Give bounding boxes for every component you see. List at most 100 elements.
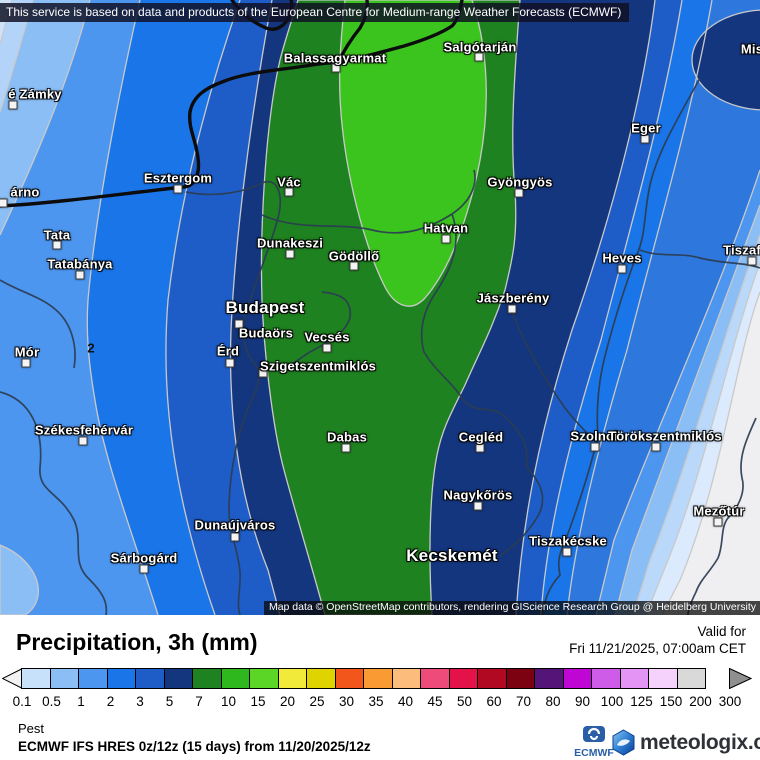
city-marker[interactable] bbox=[341, 443, 351, 453]
scale-tick-label: 90 bbox=[574, 694, 591, 709]
city-label[interactable]: Mis bbox=[740, 41, 760, 57]
map-canvas bbox=[0, 0, 760, 615]
city-label[interactable]: Tatabánya bbox=[47, 256, 113, 272]
city-marker[interactable] bbox=[75, 270, 85, 280]
city-label[interactable]: Vác bbox=[277, 174, 301, 190]
city-label[interactable]: Nagykőrös bbox=[443, 487, 513, 503]
meteologix-logo-text: meteologix.com bbox=[640, 730, 760, 754]
city-label[interactable]: Tiszaf bbox=[723, 242, 760, 258]
city-marker[interactable] bbox=[747, 256, 757, 266]
city-label[interactable]: Törökszentmiklós bbox=[608, 428, 722, 444]
city-marker[interactable] bbox=[475, 443, 485, 453]
city-marker[interactable] bbox=[230, 532, 240, 542]
scale-color-cell bbox=[249, 668, 279, 689]
city-marker[interactable] bbox=[474, 52, 484, 62]
city-label[interactable]: Gyöngyös bbox=[487, 174, 553, 190]
city-marker[interactable] bbox=[441, 234, 451, 244]
scale-color-cell bbox=[192, 668, 222, 689]
city-label[interactable]: Mezőtúr bbox=[693, 503, 745, 519]
scale-color-cell bbox=[505, 668, 535, 689]
scale-tick-label: 7 bbox=[195, 694, 203, 709]
city-label[interactable]: Dunaújváros bbox=[194, 517, 276, 533]
meteologix-logo[interactable]: meteologix.com bbox=[610, 729, 760, 756]
ecmwf-logo[interactable]: ECMWF bbox=[571, 726, 617, 759]
city-label[interactable]: é Zámky bbox=[8, 86, 62, 102]
scale-color-cell bbox=[220, 668, 250, 689]
scale-color-cell bbox=[135, 668, 165, 689]
city-label[interactable]: Budapest bbox=[225, 298, 305, 317]
legend-panel: Precipitation, 3h (mm) Valid for Fri 11/… bbox=[0, 615, 760, 760]
city-label[interactable]: Eger bbox=[631, 120, 661, 136]
scale-tick-label: 35 bbox=[368, 694, 384, 709]
city-marker[interactable] bbox=[713, 517, 723, 527]
scale-color-cell bbox=[21, 668, 51, 689]
city-marker[interactable] bbox=[322, 343, 332, 353]
city-label[interactable]: Tiszakécske bbox=[529, 533, 607, 549]
city-label[interactable]: Dabas bbox=[326, 429, 368, 445]
city-label[interactable]: Balassagyarmat bbox=[283, 50, 387, 66]
scale-tick-label: 70 bbox=[515, 694, 532, 709]
city-marker[interactable] bbox=[590, 442, 600, 452]
city-marker[interactable] bbox=[258, 368, 268, 378]
city-label[interactable]: Szolnok bbox=[570, 428, 622, 444]
city-label[interactable]: Mór bbox=[14, 344, 40, 360]
scale-color-cell bbox=[363, 668, 393, 689]
city-label[interactable]: Hatvan bbox=[423, 220, 469, 236]
city-label[interactable]: Kecskemét bbox=[406, 546, 498, 565]
city-marker[interactable] bbox=[617, 264, 627, 274]
city-marker[interactable] bbox=[139, 564, 149, 574]
city-label[interactable]: Budaörs bbox=[238, 325, 294, 341]
city-label[interactable]: Érd bbox=[216, 343, 240, 359]
scale-color-cell bbox=[448, 668, 478, 689]
city-marker[interactable] bbox=[52, 240, 62, 250]
city-label[interactable]: Heves bbox=[602, 250, 642, 266]
city-marker[interactable] bbox=[8, 100, 18, 110]
city-marker[interactable] bbox=[21, 358, 31, 368]
city-marker[interactable] bbox=[562, 547, 572, 557]
city-marker[interactable] bbox=[331, 63, 341, 73]
city-label[interactable]: Gödöllő bbox=[328, 248, 380, 264]
city-marker[interactable] bbox=[507, 304, 517, 314]
scale-tick-label: 2 bbox=[106, 694, 115, 709]
city-marker[interactable] bbox=[640, 134, 650, 144]
city-marker[interactable] bbox=[284, 187, 294, 197]
ecmwf-logo-text: ECMWF bbox=[574, 747, 614, 759]
city-marker[interactable] bbox=[225, 358, 235, 368]
city-label[interactable]: Cegléd bbox=[458, 429, 504, 445]
city-marker[interactable] bbox=[349, 261, 359, 271]
scale-tick-label: 10 bbox=[220, 694, 237, 709]
city-label[interactable]: Tata bbox=[43, 227, 71, 243]
scale-color-cell bbox=[648, 668, 678, 689]
city-marker[interactable] bbox=[651, 442, 661, 452]
city-label[interactable]: Dunakeszi bbox=[256, 235, 324, 251]
scale-tick-label: 15 bbox=[250, 694, 266, 709]
city-label[interactable]: Salgótarján bbox=[443, 39, 517, 55]
city-marker[interactable] bbox=[0, 198, 8, 208]
city-label[interactable]: Sárbogárd bbox=[110, 550, 178, 566]
ecmwf-logo-icon bbox=[583, 726, 605, 742]
city-marker[interactable] bbox=[285, 249, 295, 259]
city-label[interactable]: Esztergom bbox=[143, 170, 213, 186]
scale-color-cell bbox=[591, 668, 621, 689]
scale-tick-label: 150 bbox=[659, 694, 683, 709]
city-label[interactable]: Szigetszentmiklós bbox=[259, 358, 377, 374]
scale-tick-label: 200 bbox=[689, 694, 712, 709]
city-marker[interactable] bbox=[173, 184, 183, 194]
city-label[interactable]: árno bbox=[10, 184, 40, 200]
city-label[interactable]: Székesfehérvár bbox=[34, 422, 134, 438]
precipitation-map[interactable]: This service is based on data and produc… bbox=[0, 0, 760, 615]
scale-tick-label: 50 bbox=[456, 694, 473, 709]
scale-color-cell bbox=[619, 668, 649, 689]
city-marker[interactable] bbox=[78, 436, 88, 446]
scale-tick-label: 60 bbox=[486, 694, 502, 709]
city-marker[interactable] bbox=[473, 501, 483, 511]
city-label[interactable]: Vecsés bbox=[304, 329, 350, 345]
valid-datetime: Fri 11/21/2025, 07:00am CET bbox=[569, 641, 746, 656]
city-label[interactable]: Jászberény bbox=[476, 290, 550, 306]
city-marker[interactable] bbox=[514, 188, 524, 198]
scale-tick-label: 1 bbox=[77, 694, 85, 709]
scale-tick-label: 20 bbox=[279, 694, 296, 709]
precipitation-color-scale bbox=[21, 668, 706, 689]
scale-color-cell bbox=[562, 668, 592, 689]
city-marker[interactable] bbox=[234, 319, 244, 329]
